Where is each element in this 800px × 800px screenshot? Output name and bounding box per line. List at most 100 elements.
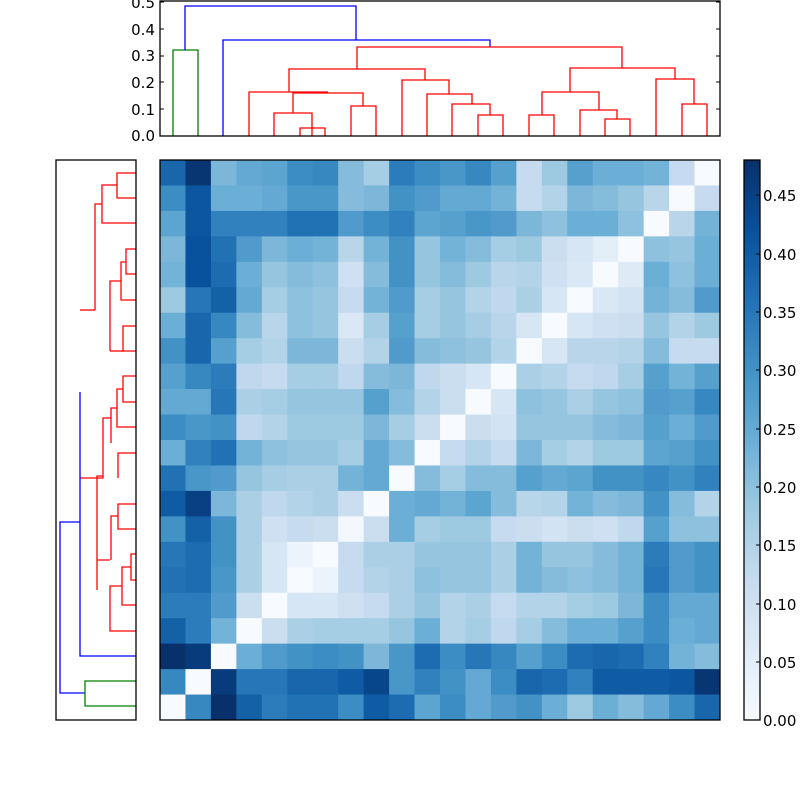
heatmap-cell bbox=[312, 516, 339, 543]
heatmap-cell bbox=[312, 312, 339, 339]
heatmap-cell bbox=[669, 541, 696, 568]
heatmap-cell bbox=[210, 338, 237, 365]
heatmap-cell bbox=[160, 363, 186, 390]
heatmap-cell bbox=[440, 465, 466, 492]
heatmap-cell bbox=[312, 465, 339, 492]
heatmap-cell bbox=[312, 363, 339, 390]
heatmap-cell bbox=[312, 261, 339, 288]
heatmap-cell bbox=[160, 261, 186, 288]
ytick-label: 0.4 bbox=[131, 21, 155, 39]
heatmap-cell bbox=[694, 643, 721, 670]
heatmap-cell bbox=[490, 592, 517, 619]
heatmap-cell bbox=[363, 210, 390, 237]
heatmap-cell bbox=[312, 440, 339, 466]
heatmap-cell bbox=[643, 236, 670, 263]
heatmap-cell bbox=[669, 592, 696, 619]
heatmap-cell bbox=[567, 338, 594, 365]
heatmap-cell bbox=[414, 287, 441, 314]
heatmap-cell bbox=[541, 516, 568, 543]
top-dendrogram-y-axis: 0.0 0.1 0.2 0.3 0.4 0.5 bbox=[131, 0, 720, 145]
heatmap-cell bbox=[338, 541, 365, 568]
heatmap-cell bbox=[592, 312, 619, 339]
heatmap-cell bbox=[592, 210, 619, 237]
heatmap-cell bbox=[414, 516, 441, 543]
heatmap-cell bbox=[516, 312, 543, 339]
heatmap-cell bbox=[185, 389, 212, 416]
heatmap-cell bbox=[414, 694, 441, 721]
heatmap-cell bbox=[490, 465, 517, 492]
heatmap-cell bbox=[338, 669, 365, 696]
heatmap-cell bbox=[490, 210, 517, 237]
heatmap-cell bbox=[236, 236, 263, 263]
heatmap-cell bbox=[185, 338, 212, 365]
heatmap-cell bbox=[643, 440, 670, 466]
heatmap-cell bbox=[592, 618, 619, 645]
heatmap-cell bbox=[160, 312, 186, 339]
heatmap-cell bbox=[363, 643, 390, 670]
heatmap-cell bbox=[338, 210, 365, 237]
heatmap-cell bbox=[185, 694, 212, 721]
heatmap-cell bbox=[338, 338, 365, 365]
heatmap-cell bbox=[490, 440, 517, 466]
heatmap-cell bbox=[389, 694, 416, 721]
heatmap-cell bbox=[618, 261, 645, 288]
heatmap-cell bbox=[261, 236, 288, 263]
heatmap-cell bbox=[185, 465, 212, 492]
heatmap-cell bbox=[440, 363, 466, 390]
heatmap-cell bbox=[618, 338, 645, 365]
heatmap-cell bbox=[567, 210, 594, 237]
heatmap-cell bbox=[516, 210, 543, 237]
heatmap-cell bbox=[261, 465, 288, 492]
heatmap-cell bbox=[236, 643, 263, 670]
heatmap-cell bbox=[389, 567, 416, 594]
heatmap-cell bbox=[312, 389, 339, 416]
heatmap-cell bbox=[694, 440, 721, 466]
heatmap-cell bbox=[160, 465, 186, 492]
heatmap-cell bbox=[236, 210, 263, 237]
heatmap-cell bbox=[490, 516, 517, 543]
heatmap-cell bbox=[210, 261, 237, 288]
heatmap-cell bbox=[465, 312, 492, 339]
heatmap-cell bbox=[592, 160, 619, 186]
heatmap-cell bbox=[490, 669, 517, 696]
heatmap-cell bbox=[490, 618, 517, 645]
heatmap-cell bbox=[618, 643, 645, 670]
heatmap-cell bbox=[592, 363, 619, 390]
heatmap-cell bbox=[694, 312, 721, 339]
heatmap-cell bbox=[363, 618, 390, 645]
heatmap-cell bbox=[669, 287, 696, 314]
heatmap-cell bbox=[236, 414, 263, 441]
heatmap-cell bbox=[363, 490, 390, 517]
heatmap-cell bbox=[414, 643, 441, 670]
heatmap-cell bbox=[389, 490, 416, 517]
heatmap-cell bbox=[160, 592, 186, 619]
heatmap-cell bbox=[592, 567, 619, 594]
heatmap-cell bbox=[160, 643, 186, 670]
heatmap-cell bbox=[440, 440, 466, 466]
heatmap-cell bbox=[669, 567, 696, 594]
heatmap-cell bbox=[694, 236, 721, 263]
heatmap-cell bbox=[694, 185, 721, 212]
heatmap-cell bbox=[567, 465, 594, 492]
heatmap-cell bbox=[236, 440, 263, 466]
heatmap-cell bbox=[414, 592, 441, 619]
heatmap-cell bbox=[465, 414, 492, 441]
heatmap-cell bbox=[185, 261, 212, 288]
heatmap-cell bbox=[287, 541, 314, 568]
heatmap-cell bbox=[185, 592, 212, 619]
heatmap-cell bbox=[490, 363, 517, 390]
heatmap-cell bbox=[389, 465, 416, 492]
heatmap-cell bbox=[567, 643, 594, 670]
heatmap-cell bbox=[694, 210, 721, 237]
heatmap-cell bbox=[618, 618, 645, 645]
heatmap-cell bbox=[363, 287, 390, 314]
heatmap-cell bbox=[567, 363, 594, 390]
ytick-label: 0.5 bbox=[131, 0, 155, 12]
heatmap-cell bbox=[669, 312, 696, 339]
heatmap-cell bbox=[236, 465, 263, 492]
heatmap-cell bbox=[618, 694, 645, 721]
heatmap-cell bbox=[440, 236, 466, 263]
heatmap-cell bbox=[516, 236, 543, 263]
heatmap-cell bbox=[592, 643, 619, 670]
heatmap-cell bbox=[643, 567, 670, 594]
